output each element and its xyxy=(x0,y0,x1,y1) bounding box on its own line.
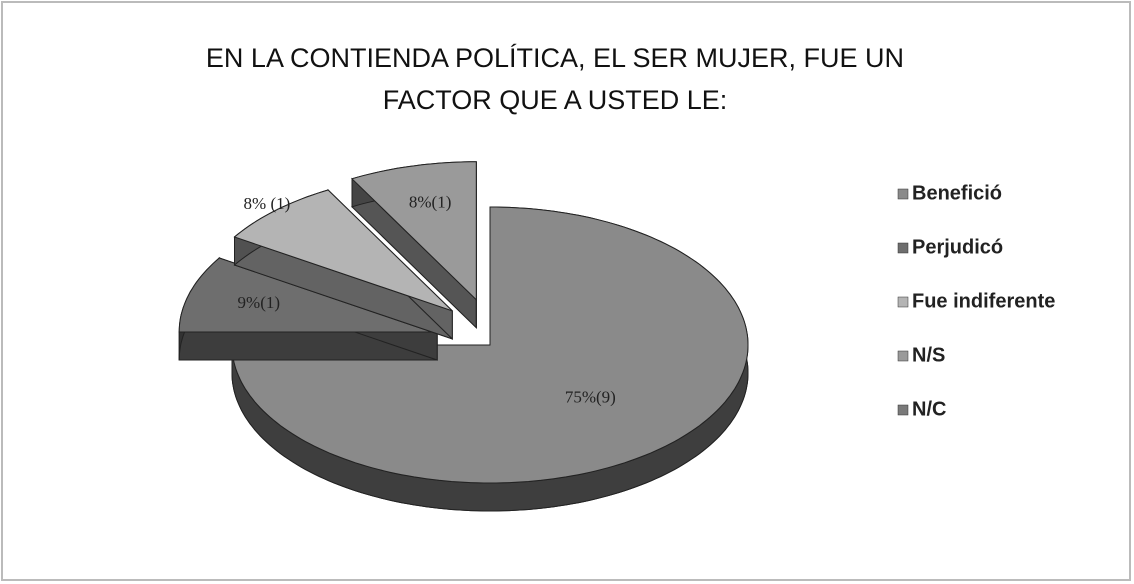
legend-swatch xyxy=(897,350,909,362)
data-label: 8% (1) xyxy=(244,194,291,213)
chart-title: EN LA CONTIENDA POLÍTICA, EL SER MUJER, … xyxy=(206,43,904,73)
legend-label: N/C xyxy=(912,398,946,420)
slice xyxy=(233,189,453,312)
legend-label: Fue indiferente xyxy=(912,290,1055,312)
legend-swatch xyxy=(897,404,909,416)
legend-swatch xyxy=(897,242,909,254)
slice xyxy=(178,257,438,333)
legend-label: Benefició xyxy=(912,182,1002,204)
chart-title: FACTOR QUE A USTED LE: xyxy=(383,85,728,115)
data-label: 8%(1) xyxy=(409,192,451,211)
legend-label: Perjudicó xyxy=(912,236,1003,258)
data-label: 9%(1) xyxy=(238,293,280,312)
slice xyxy=(351,161,477,301)
legend-label: N/S xyxy=(912,344,945,366)
legend-swatch xyxy=(897,296,909,308)
slice xyxy=(231,206,749,484)
data-label: 75%(9) xyxy=(565,388,616,407)
legend-swatch xyxy=(897,188,909,200)
